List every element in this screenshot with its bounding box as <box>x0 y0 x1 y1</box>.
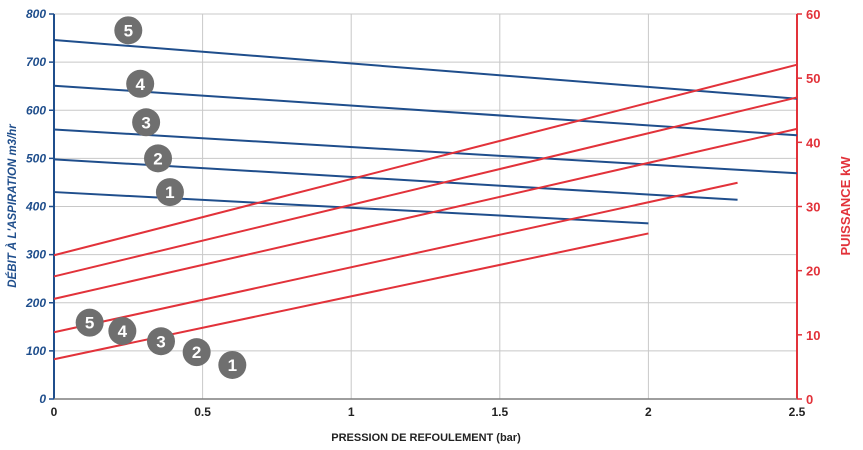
power-line-4 <box>53 96 798 278</box>
y-left-tick-label: 500 <box>26 151 46 165</box>
x-axis-title: PRESSION DE REFOULEMENT (bar) <box>331 432 521 444</box>
y-left-tick-label: 700 <box>26 55 46 69</box>
power-badge-2 <box>182 338 211 367</box>
y-right-tick-label: 50 <box>806 71 820 86</box>
power-line-5 <box>53 63 798 257</box>
flow-badge-2 <box>144 144 173 173</box>
power-badge-label: 3 <box>156 332 165 351</box>
flow-line-3 <box>53 128 798 175</box>
y-left-tick-label: 600 <box>26 103 46 117</box>
power-line-3 <box>53 127 798 300</box>
flow-badge-4 <box>126 69 155 98</box>
x-tick-label: 0.5 <box>194 405 211 419</box>
y-left-tick-label: 800 <box>26 7 46 21</box>
y-left-tick-label: 400 <box>25 200 46 214</box>
flow-badge-1 <box>155 178 184 207</box>
y-right-tick-label: 10 <box>806 328 820 343</box>
x-tick-label: 0 <box>51 405 58 419</box>
power-badge-label: 2 <box>192 343 201 362</box>
x-tick-label: 2.5 <box>789 405 806 419</box>
power-line-2 <box>53 181 738 334</box>
y-left-tick-label: 100 <box>26 344 46 358</box>
y-right-tick-label: 20 <box>806 264 820 279</box>
x-tick-label: 2 <box>645 405 652 419</box>
flow-line-5 <box>53 38 798 100</box>
power-badge-3 <box>146 327 175 356</box>
flow-badge-3 <box>132 108 161 137</box>
power-badge-5 <box>75 308 104 337</box>
flow-badge-label: 5 <box>124 21 133 40</box>
power-badge-4 <box>108 316 137 345</box>
x-tick-label: 1.5 <box>491 405 508 419</box>
flow-badge-label: 3 <box>141 113 150 132</box>
power-badge-label: 5 <box>85 314 94 333</box>
y-right-tick-label: 0 <box>806 392 813 407</box>
flow-badge-5 <box>114 16 143 45</box>
y-right-axis-title: PUISSANCE kW <box>838 156 853 256</box>
flow-badge-label: 2 <box>153 149 162 168</box>
flow-badge-label: 4 <box>135 75 145 94</box>
y-right-tick-label: 60 <box>806 7 820 22</box>
power-badge-label: 4 <box>118 322 128 341</box>
y-left-tick-label: 200 <box>25 296 46 310</box>
power-badge-1 <box>218 350 247 379</box>
power-badge-label: 1 <box>228 356 237 375</box>
y-left-tick-label: 300 <box>26 248 46 262</box>
flow-badge-label: 1 <box>165 183 174 202</box>
y-right-tick-label: 30 <box>806 200 820 215</box>
y-left-tick-label: 0 <box>39 392 46 406</box>
x-tick-label: 1 <box>348 405 355 419</box>
y-right-tick-label: 40 <box>806 135 820 150</box>
flow-line-1 <box>53 191 649 225</box>
y-left-axis-title: DÉBIT À L'ASPIRATION m3/hr <box>6 124 19 288</box>
